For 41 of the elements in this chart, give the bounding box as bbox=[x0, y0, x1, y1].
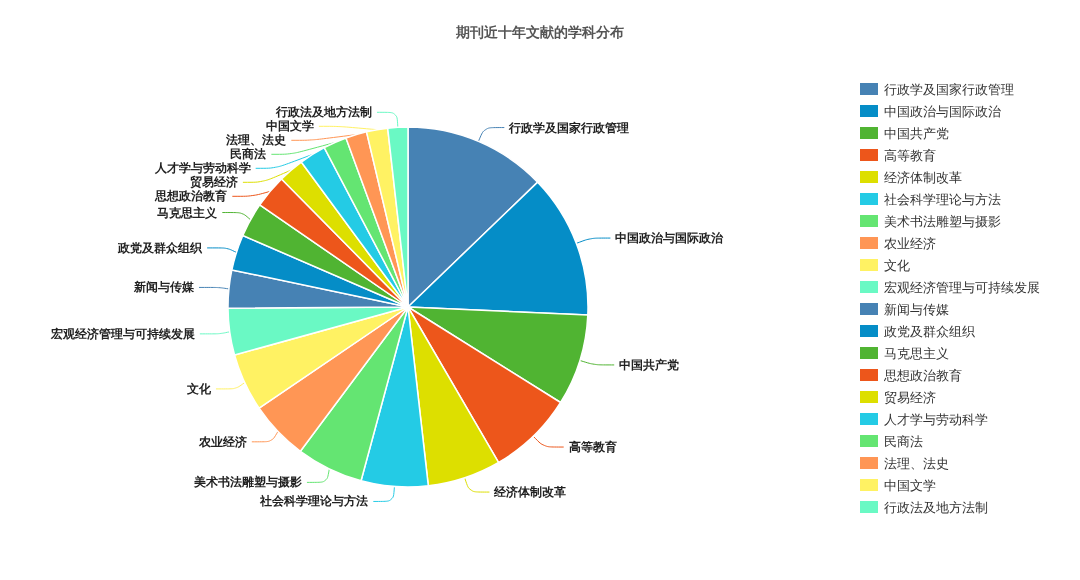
slice-label: 民商法 bbox=[230, 147, 267, 162]
slice-label: 社会科学理论与方法 bbox=[259, 494, 369, 509]
slice-label: 人才学与劳动科学 bbox=[153, 161, 251, 176]
legend-label: 中国共产党 bbox=[884, 125, 949, 141]
legend-label: 新闻与传媒 bbox=[884, 301, 949, 317]
slice-label: 政党及群众组织 bbox=[117, 240, 204, 255]
slice-label: 中国文学 bbox=[265, 119, 314, 134]
legend-label: 中国政治与国际政治 bbox=[884, 103, 1001, 119]
legend-label: 经济体制改革 bbox=[884, 169, 962, 185]
legend-label: 行政学及国家行政管理 bbox=[884, 81, 1014, 97]
slice-label: 宏观经济管理与可持续发展 bbox=[49, 326, 195, 341]
legend-label: 政党及群众组织 bbox=[884, 323, 975, 339]
slice-label: 文化 bbox=[185, 381, 212, 396]
slice-label: 行政法及地方法制 bbox=[274, 105, 372, 120]
legend-label: 中国文学 bbox=[884, 477, 936, 493]
legend-label: 社会科学理论与方法 bbox=[884, 191, 1001, 207]
legend-label: 美术书法雕塑与摄影 bbox=[884, 213, 1001, 229]
legend-label: 宏观经济管理与可持续发展 bbox=[884, 279, 1040, 295]
slice-label: 马克思主义 bbox=[157, 205, 219, 220]
legend-label: 马克思主义 bbox=[884, 345, 949, 361]
legend-label: 高等教育 bbox=[884, 147, 936, 163]
legend-label: 文化 bbox=[884, 257, 910, 273]
slice-label: 思想政治教育 bbox=[154, 189, 228, 204]
slice-label: 法理、法史 bbox=[225, 133, 287, 148]
legend-label: 贸易经济 bbox=[884, 389, 936, 405]
slice-label: 新闻与传媒 bbox=[132, 280, 195, 295]
slice-label: 行政学及国家行政管理 bbox=[508, 120, 630, 135]
slice-label: 高等教育 bbox=[568, 440, 617, 455]
slice-label: 中国共产党 bbox=[619, 357, 680, 372]
slice-label: 经济体制改革 bbox=[493, 485, 567, 500]
legend-label: 法理、法史 bbox=[884, 455, 949, 471]
legend-label: 人才学与劳动科学 bbox=[884, 411, 988, 427]
legend-label: 思想政治教育 bbox=[883, 367, 962, 383]
chart-title: 期刊近十年文献的学科分布 bbox=[455, 24, 624, 40]
slice-label: 贸易经济 bbox=[189, 175, 238, 190]
legend-label: 行政法及地方法制 bbox=[884, 499, 988, 515]
legend-label: 农业经济 bbox=[884, 235, 936, 251]
legend-label: 民商法 bbox=[884, 433, 923, 449]
slice-label: 美术书法雕塑与摄影 bbox=[192, 475, 302, 490]
slice-label: 农业经济 bbox=[197, 434, 247, 449]
slice-label: 中国政治与国际政治 bbox=[615, 231, 725, 246]
